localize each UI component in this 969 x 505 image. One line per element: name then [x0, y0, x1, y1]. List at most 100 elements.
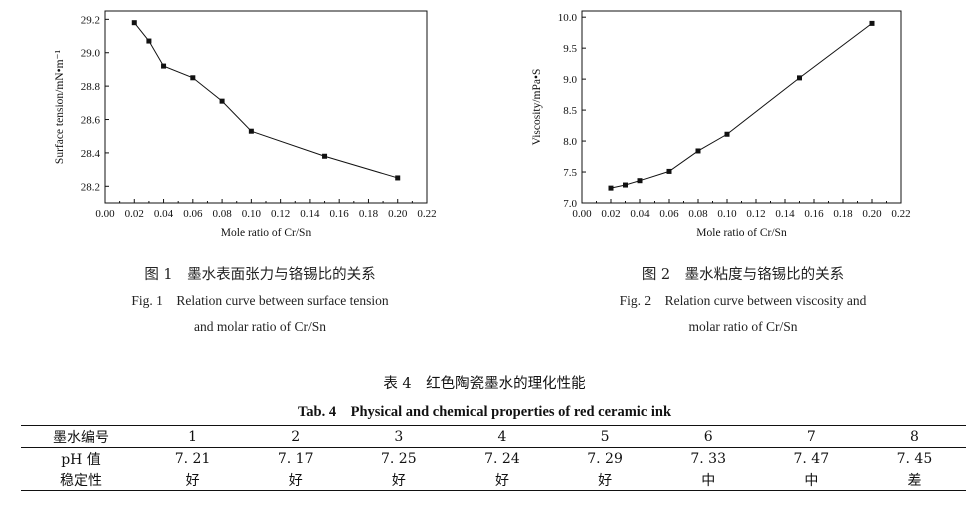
- data-point: [695, 148, 701, 154]
- x-tick-label: 0.06: [183, 208, 203, 220]
- data-point: [869, 20, 875, 26]
- data-point: [161, 63, 167, 69]
- x-tick-label: 0.10: [717, 208, 737, 220]
- y-tick-label: 29.0: [81, 48, 101, 60]
- table-cell: 中: [804, 472, 819, 489]
- figure-1-caption-en-line2: and molar ratio of Cr/Sn: [194, 319, 326, 334]
- table-header-row: 墨水编号 1 2 3 4 5 6 7 8: [21, 425, 966, 448]
- y-tick-label: 7.5: [563, 167, 577, 179]
- figure-1-caption-en-line1: Fig. 1 Relation curve between surface te…: [131, 293, 389, 308]
- figure-1-caption: 图 1 墨水表面张力与铬锡比的关系 Fig. 1 Relation curve …: [60, 262, 460, 340]
- table-header-cell: 8: [862, 425, 966, 448]
- table-cell: 7. 21: [174, 450, 211, 467]
- x-tick-label: 0.12: [271, 208, 290, 220]
- table-title-zh: 表 4 红色陶瓷墨水的理化性能: [383, 376, 586, 392]
- table-cell: 7. 47: [793, 450, 830, 467]
- x-tick-label: 0.06: [659, 208, 679, 220]
- y-axis-title: Surface tension/mN•m⁻¹: [54, 49, 66, 164]
- table-header-cell: 4: [450, 425, 554, 448]
- table-cell: 好: [598, 472, 613, 489]
- table-title-en: Tab. 4 Physical and chemical properties …: [297, 404, 672, 420]
- x-tick-label: 0.12: [746, 208, 765, 220]
- y-tick-label: 8.5: [563, 105, 577, 117]
- plot-frame: [581, 10, 902, 204]
- table-cell: 好: [391, 472, 406, 489]
- data-point: [637, 178, 643, 184]
- data-point: [623, 182, 628, 188]
- x-tick-label: 0.16: [804, 208, 824, 220]
- table-cell: pH 值: [61, 451, 101, 468]
- table-header-cell: 墨水编号: [21, 425, 141, 448]
- x-tick-label: 0.14: [775, 208, 795, 220]
- series-line: [133, 22, 398, 179]
- data-point: [219, 98, 225, 104]
- x-tick-label: 0.04: [630, 208, 650, 220]
- figure-2-caption: 图 2 墨水粘度与铬锡比的关系 Fig. 2 Relation curve be…: [543, 262, 943, 340]
- data-point: [131, 20, 137, 26]
- y-tick-label: 9.5: [563, 43, 577, 55]
- viscosity-chart: 0.00 0.02 0.04 0.06 0.08 0.10 0.12 0.14 0.16 0.18…: [531, 10, 911, 239]
- x-tick-label: 0.14: [300, 208, 320, 220]
- table-cell: 好: [288, 472, 303, 489]
- figure-2-caption-en-line2: molar ratio of Cr/Sn: [688, 319, 798, 334]
- x-tick-label: 0.04: [154, 208, 174, 220]
- x-tick-label: 0.10: [242, 208, 262, 220]
- x-axis-title: Mole ratio of Cr/Sn: [696, 227, 787, 239]
- data-point: [190, 75, 196, 81]
- table-cell: 稳定性: [60, 472, 102, 489]
- table-header-cell: 5: [553, 425, 657, 448]
- data-point: [146, 38, 152, 44]
- table-cell: 中: [701, 472, 716, 489]
- x-tick-label: 0.02: [601, 208, 620, 220]
- y-tick-label: 29.2: [81, 14, 100, 26]
- y-axis-title: Viscosity/mPa•S: [531, 69, 543, 146]
- data-point: [724, 131, 730, 137]
- y-tick-label: 28.4: [81, 148, 101, 160]
- table-cell: 7. 24: [484, 450, 520, 467]
- data-point: [395, 175, 401, 181]
- x-tick-label: 0.08: [688, 208, 708, 220]
- x-tick-label: 0.20: [388, 208, 408, 220]
- x-tick-label: 0.08: [212, 208, 232, 220]
- x-axis-title: Mole ratio of Cr/Sn: [221, 227, 312, 239]
- x-tick-label: 0.20: [862, 208, 882, 220]
- data-point: [797, 75, 802, 81]
- y-tick-label: 8.0: [563, 136, 577, 148]
- y-tick-label: 7.0: [563, 198, 577, 210]
- table-row: 稳定性 好 好 好 好 好 中 中 差: [21, 469, 966, 491]
- x-tick-label: 0.22: [417, 208, 436, 220]
- table-header-cell: 2: [244, 425, 348, 448]
- x-tick-label: 0.16: [330, 208, 350, 220]
- data-point: [666, 168, 672, 174]
- plot-frame: [104, 10, 428, 204]
- data-point: [608, 185, 614, 191]
- y-tick-label: 28.8: [81, 81, 101, 93]
- table-row: pH 值 7. 21 7. 17 7. 25 7. 24 7. 29 7. 33…: [21, 448, 966, 470]
- table-cell: 7. 25: [381, 450, 417, 467]
- y-tick-label: 28.6: [81, 115, 101, 127]
- x-tick-label: 0.00: [95, 208, 115, 220]
- figure-1-caption-zh: 图 1 墨水表面张力与铬锡比的关系: [144, 267, 376, 283]
- table-cell: 7. 29: [587, 450, 623, 467]
- table-cell: 差: [907, 472, 922, 489]
- table-header-cell: 1: [141, 425, 245, 448]
- table-cell: 7. 45: [896, 450, 933, 467]
- y-tick-label: 28.2: [81, 181, 100, 193]
- table-header-cell: 6: [656, 425, 760, 448]
- series-line: [610, 22, 873, 189]
- x-tick-label: 0.02: [125, 208, 144, 220]
- x-tick-label: 0.00: [572, 208, 592, 220]
- data-point: [322, 153, 328, 159]
- table-header-cell: 7: [759, 425, 863, 448]
- table-cell: 7. 17: [277, 450, 314, 467]
- x-tick-label: 0.18: [359, 208, 379, 220]
- table-cell: 好: [185, 472, 200, 489]
- figure-2-caption-en-line1: Fig. 2 Relation curve between viscosity …: [619, 293, 867, 308]
- figure-2-caption-zh: 图 2 墨水粘度与铬锡比的关系: [641, 267, 845, 283]
- data-point: [248, 128, 254, 134]
- table-header-cell: 3: [347, 425, 451, 448]
- y-tick-label: 9.0: [563, 74, 577, 86]
- table-cell: 7. 33: [690, 450, 726, 467]
- table-cell: 好: [494, 472, 509, 489]
- x-tick-label: 0.22: [891, 208, 910, 220]
